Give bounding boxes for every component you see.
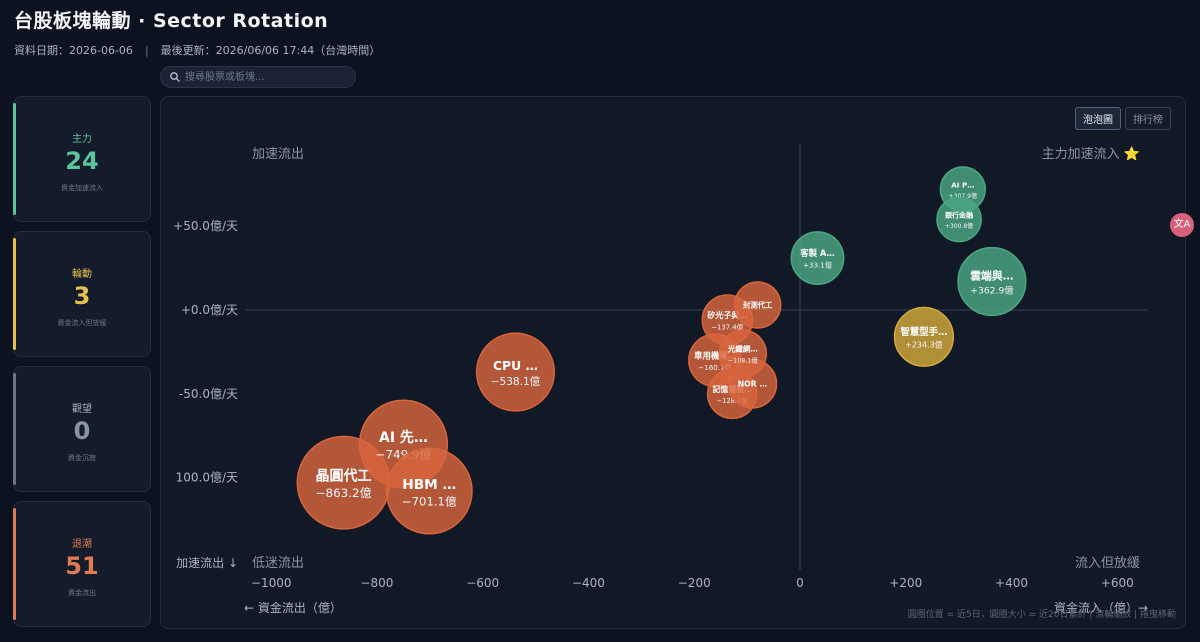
- bubble-name-label: 矽光子與…: [707, 310, 747, 320]
- bubble-value-label: −137.4億: [711, 322, 743, 331]
- quadrant-label-bottom-left: 低迷流出: [252, 556, 304, 571]
- card-sub: 資金加速流入: [61, 184, 103, 192]
- quadrant-label-top-left: 加速流出: [252, 147, 304, 162]
- bubble[interactable]: CPU … −538.1億: [475, 332, 556, 412]
- bubble-name-label: 雲端與…: [970, 269, 1013, 283]
- card-accent-bar: [13, 373, 16, 485]
- card-accent-bar: [13, 238, 16, 350]
- x-tick-label: −600: [466, 576, 499, 590]
- bubble-name-label: 智慧型手…: [899, 326, 947, 338]
- last-update: 最後更新：2026/06/06 17:44（台灣時間）: [160, 44, 381, 57]
- y-tick-label: 100.0億/天: [176, 471, 238, 485]
- bubble-name-label: AI 先…: [379, 429, 428, 446]
- bubble-value-label: +234.3億: [905, 339, 942, 349]
- x-tick-label: +400: [995, 576, 1028, 590]
- bubble-name-label: AI P…: [951, 180, 974, 189]
- ranking-view-button[interactable]: 排行榜: [1125, 107, 1171, 130]
- y-axis-bottom-label: 加速流出 ↓: [176, 556, 238, 570]
- bubble-circle: [718, 329, 768, 378]
- bubble-name-label: 客製 A…: [799, 248, 834, 258]
- chart-panel[interactable]: 泡泡圖 排行榜: [160, 96, 1186, 629]
- bubble-name-label: 光纖網…: [727, 344, 758, 354]
- card-rotation[interactable]: 輪動 3 資金流入但放緩: [13, 231, 151, 357]
- search-input[interactable]: [185, 67, 351, 87]
- meta-line: 資料日期：2026-06-06 | 最後更新：2026/06/06 17:44（台灣…: [14, 42, 380, 58]
- bubble-value-label: −160.7億: [698, 363, 731, 372]
- bubble-value-label: −863.2億: [316, 486, 372, 500]
- x-tick-label: −200: [678, 576, 711, 590]
- bubble-circle: [475, 332, 556, 412]
- bubble-value-label: +300.8億: [945, 222, 973, 230]
- card-count: 51: [65, 552, 99, 580]
- bubble[interactable]: 光纖網…−108.1億: [718, 329, 768, 378]
- quadrant-label-top-right: 主力加速流入 ⭐: [1042, 146, 1140, 162]
- bubble[interactable]: HBM …−701.1億: [385, 447, 473, 535]
- x-tick-label: +200: [889, 576, 922, 590]
- x-tick-label: −1000: [251, 576, 292, 590]
- chart-footnote: 圓圈位置 = 近5日，圓圈大小 = 近20日累計 | 滾輪縮放 | 拖曳移動: [908, 608, 1176, 620]
- bubble-circle: [957, 246, 1027, 317]
- bubble-name-label: 晶圓代工: [316, 468, 372, 485]
- card-count: 0: [73, 417, 91, 445]
- card-label: 觀望: [72, 404, 92, 415]
- data-date: 資料日期：2026-06-06: [14, 44, 133, 57]
- bubble[interactable]: 封測代工: [733, 281, 782, 329]
- card-sub: 資金流入但放緩: [57, 319, 107, 327]
- x-axis-label-right: 資金流入（億）→: [1054, 600, 1148, 615]
- card-accent-bar: [13, 103, 16, 215]
- bubble[interactable]: 智慧型手…+234.3億: [893, 306, 955, 367]
- bubble-value-label: −538.1億: [491, 375, 541, 388]
- card-label: 輪動: [72, 269, 92, 280]
- bubble-name-label: NOR …: [738, 379, 768, 388]
- bubble[interactable]: 銀行金融 +300.8億: [936, 196, 982, 243]
- bubble-value-label: −128.2億: [717, 396, 749, 405]
- card-count: 3: [73, 282, 91, 310]
- bubble-view-button[interactable]: 泡泡圖: [1075, 107, 1121, 130]
- y-tick-label: +0.0億/天: [181, 303, 238, 317]
- card-sub: 資金沉寂: [68, 454, 96, 462]
- bubble-circle: [733, 281, 782, 329]
- bubble-value-label: −108.1億: [728, 355, 759, 364]
- card-label: 主力: [72, 134, 92, 145]
- bubble-value-label: +307.9億: [949, 192, 978, 200]
- bubble-name-label: 車用機電…: [694, 350, 736, 360]
- bubble-value-label: −701.1億: [402, 494, 457, 508]
- card-watching[interactable]: 觀望 0 資金沉寂: [13, 366, 151, 492]
- x-axis-label-left: ← 資金流出（億）: [244, 600, 342, 615]
- card-count: 24: [65, 147, 99, 175]
- bubble-value-label: +33.1億: [803, 261, 832, 270]
- bubble-name-label: HBM …: [402, 477, 456, 493]
- bubble-name-label: CPU …: [493, 358, 538, 373]
- bubble[interactable]: 雲端與…+362.9億: [957, 246, 1027, 317]
- meta-separator: |: [144, 44, 149, 57]
- bubble-name-label: 銀行金融: [945, 210, 973, 219]
- bubble-circle: [893, 306, 955, 367]
- bubble-circle: [936, 196, 982, 243]
- bubble-circle: [385, 447, 473, 535]
- card-label: 退潮: [72, 539, 92, 550]
- bubble-name-label: 封測代工: [743, 301, 773, 310]
- page-title: 台股板塊輪動 · Sector Rotation: [14, 10, 329, 32]
- card-sub: 資金流出: [68, 589, 96, 597]
- x-tick-label: 0: [796, 576, 804, 590]
- view-toggle: 泡泡圖 排行榜: [1075, 107, 1171, 130]
- y-tick-label: -50.0億/天: [179, 387, 238, 401]
- bubble-circle: [790, 231, 845, 285]
- card-ebbing[interactable]: 退潮 51 資金流出: [13, 501, 151, 627]
- card-main-force[interactable]: 主力 24 資金加速流入: [13, 96, 151, 222]
- y-tick-label: +50.0億/天: [173, 219, 238, 233]
- search-icon: [170, 72, 180, 82]
- bubble[interactable]: 客製 A… +33.1億: [790, 231, 845, 285]
- translate-icon[interactable]: 文A: [1170, 213, 1194, 237]
- x-tick-label: −800: [360, 576, 393, 590]
- quadrant-label-bottom-right: 流入但放緩: [1075, 556, 1140, 571]
- card-accent-bar: [13, 508, 16, 620]
- x-tick-label: −400: [572, 576, 605, 590]
- search-box[interactable]: [160, 66, 356, 88]
- x-tick-label: +600: [1101, 576, 1134, 590]
- bubble-value-label: +362.9億: [970, 284, 1013, 296]
